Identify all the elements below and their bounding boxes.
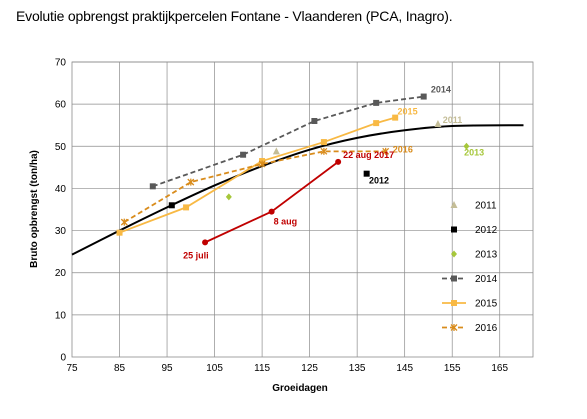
data-point-2015 [116, 229, 123, 236]
series-label-2014: 2014 [431, 84, 451, 94]
legend-marker [451, 300, 457, 306]
y-tick-label: 0 [60, 353, 66, 364]
series-2012 [168, 170, 370, 209]
data-point-2011 [272, 147, 280, 155]
data-point-2011 [434, 119, 442, 127]
x-tick-label: 165 [491, 363, 508, 374]
legend-item-2015: 2015 [442, 299, 498, 310]
legend-item-2013: 2013 [451, 250, 498, 261]
trend-line [71, 124, 524, 256]
data-point-2012 [168, 202, 175, 209]
data-point-2014 [373, 99, 380, 106]
x-tick-label: 145 [396, 363, 413, 374]
data-point-2016 [320, 147, 328, 155]
legend-marker [451, 275, 457, 282]
legend-marker [451, 250, 457, 258]
data-point-2015 [392, 114, 399, 121]
series-line-2015 [119, 116, 396, 234]
point-label-2017: 25 juli [183, 250, 209, 260]
chart-grid [71, 61, 534, 358]
x-tick-label: 135 [349, 363, 366, 374]
y-tick-label: 70 [55, 58, 67, 69]
chart-axes: 0 10 20 30 40 50 60 70 75 85 95 105 115 125 135 145 155 1… [55, 58, 509, 375]
x-tick-label: 105 [206, 363, 223, 374]
series-2011 [272, 119, 442, 155]
chart-series [116, 93, 470, 246]
series-2013 [225, 142, 470, 201]
data-point-2012 [363, 170, 370, 177]
trend-curve [71, 124, 524, 256]
legend-item-2011: 2011 [450, 201, 497, 212]
series-2014 [149, 93, 427, 190]
point-label-2017: 8 aug [274, 217, 298, 227]
chart-title: Evolutie opbrengst praktijkpercelen Font… [16, 8, 453, 24]
x-tick-label: 85 [114, 363, 126, 374]
legend-label: 2011 [475, 201, 497, 212]
x-tick-label: 155 [444, 363, 461, 374]
series-label-2015: 2015 [398, 107, 418, 117]
data-point-2017 [268, 208, 275, 215]
legend-marker [450, 201, 458, 208]
series-labels: 2011 2012 2013 2014 2015 2016 25 juli 8 aug 22 a… [183, 84, 484, 260]
data-point-2015 [183, 204, 190, 211]
data-point-2015 [320, 139, 327, 146]
data-point-2013 [225, 193, 232, 201]
legend-marker [450, 324, 458, 331]
y-axis-label: Bruto opbrengst (ton/ha) [29, 150, 40, 268]
data-point-2016 [382, 147, 390, 155]
y-tick-label: 60 [55, 100, 67, 111]
data-point-2015 [373, 120, 380, 127]
legend-label: 2015 [475, 299, 498, 310]
data-point-2016 [187, 178, 195, 186]
series-label-2013: 2013 [464, 148, 484, 158]
legend-label: 2014 [475, 274, 498, 285]
legend-label: 2012 [475, 225, 498, 236]
y-tick-label: 10 [55, 310, 67, 321]
series-line-2016 [123, 150, 386, 223]
data-point-2014 [149, 183, 156, 190]
x-axis-label: Groeidagen [272, 383, 328, 394]
legend-label: 2016 [475, 323, 498, 334]
data-point-2014 [240, 151, 247, 158]
plot-area [71, 61, 534, 358]
legend-item-2016: 2016 [442, 323, 498, 334]
series-label-2011: 2011 [443, 115, 463, 125]
series-2017 [202, 158, 342, 246]
series-label-2016: 2016 [393, 145, 413, 155]
point-label-2017: 22 aug 2017 [343, 150, 394, 160]
x-tick-label: 115 [254, 363, 270, 374]
y-tick-label: 30 [55, 226, 67, 237]
x-tick-label: 75 [66, 363, 78, 374]
data-point-2017 [335, 158, 342, 165]
data-point-2014 [311, 118, 318, 124]
series-label-2012: 2012 [369, 175, 389, 185]
data-point-2017 [202, 239, 209, 246]
series-2016 [120, 147, 390, 226]
data-point-2013 [463, 142, 470, 150]
data-point-2016 [120, 218, 128, 226]
y-tick-label: 20 [55, 268, 67, 279]
legend-label: 2013 [475, 250, 498, 261]
legend-item-2014: 2014 [442, 274, 498, 285]
x-tick-label: 95 [161, 363, 173, 374]
data-point-2016 [258, 160, 266, 168]
legend-item-2012: 2012 [451, 225, 498, 236]
x-tick-label: 125 [301, 363, 318, 374]
y-tick-label: 40 [55, 184, 67, 195]
y-tick-label: 50 [55, 142, 67, 153]
series-line-2014 [152, 95, 424, 188]
legend-marker [451, 226, 457, 233]
data-point-2014 [420, 93, 427, 100]
chart-legend: 2011 2012 2013 2014 2015 2016 [442, 201, 498, 334]
